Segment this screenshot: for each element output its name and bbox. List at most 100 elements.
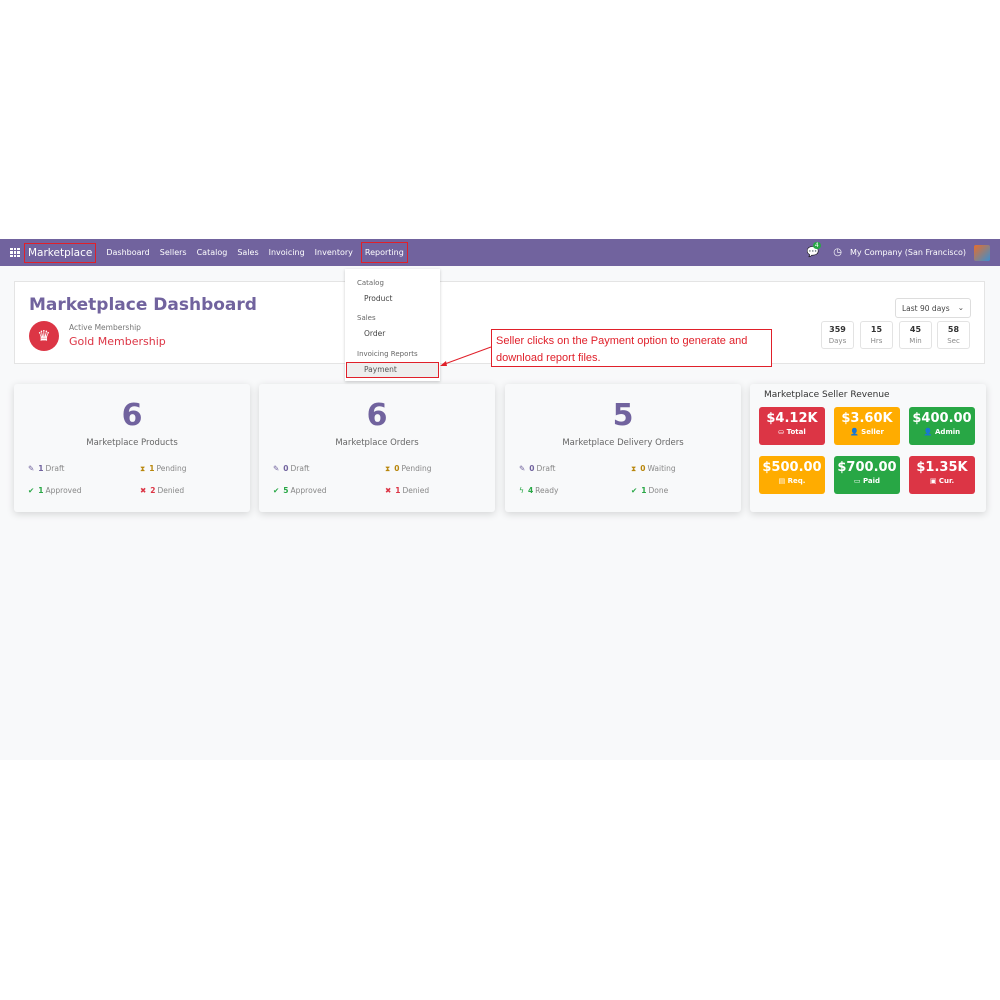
app-brand[interactable]: Marketplace bbox=[24, 242, 97, 263]
countdown-unit: Hrs bbox=[870, 337, 883, 345]
check-circle-icon: ✔ bbox=[631, 486, 638, 495]
countdown-hours: 15 Hrs bbox=[860, 321, 893, 349]
nav-invoicing[interactable]: Invoicing bbox=[268, 248, 305, 257]
stat-card[interactable]: 6 Marketplace Orders ✎ 0 Draft ⧗ 0 Pending ✔ 5 App… bbox=[259, 384, 495, 512]
revenue-tile[interactable]: $400.00 👤 Admin bbox=[909, 407, 975, 445]
stat-item[interactable]: ⧗ 0 Pending bbox=[385, 464, 431, 474]
crown-icon: ♛ bbox=[29, 321, 59, 351]
menu-item-order[interactable]: Order bbox=[364, 329, 386, 338]
revenue-tile[interactable]: $1.35K ▣ Cur. bbox=[909, 456, 975, 494]
hourglass-icon: ⧗ bbox=[385, 464, 391, 473]
file-icon: ▤ bbox=[778, 477, 786, 485]
stat-card[interactable]: 5 Marketplace Delivery Orders ✎ 0 Draft ⧗ 0 Wai… bbox=[505, 384, 741, 512]
stat-item[interactable]: ✖ 2 Denied bbox=[140, 486, 184, 495]
stat-label: Approved bbox=[290, 486, 327, 495]
hand-money-icon: ⛀ bbox=[778, 428, 785, 436]
revenue-tile[interactable]: $3.60K 👤 Seller bbox=[834, 407, 900, 445]
reporting-dropdown: Catalog Product Sales Order Invoicing Re… bbox=[345, 269, 440, 381]
dropdown-header-catalog: Catalog bbox=[357, 279, 384, 287]
company-switcher[interactable]: My Company (San Francisco) bbox=[850, 248, 966, 257]
stat-item[interactable]: ✔ 1 Approved bbox=[28, 486, 82, 495]
period-select[interactable]: Last 90 days ⌄ bbox=[895, 298, 971, 318]
stat-item[interactable]: ✔ 1 Done bbox=[631, 486, 668, 495]
revenue-value: $500.00 bbox=[762, 460, 822, 475]
edit-icon: ✎ bbox=[519, 464, 526, 473]
stat-label: Draft bbox=[536, 464, 556, 473]
card-label: Marketplace Delivery Orders bbox=[562, 438, 684, 448]
revenue-tile[interactable]: $500.00 ▤ Req. bbox=[759, 456, 825, 494]
dropdown-header-invoicing: Invoicing Reports bbox=[357, 350, 418, 358]
nav-inventory[interactable]: Inventory bbox=[314, 248, 353, 257]
stat-item[interactable]: ⧗ 0 Waiting bbox=[631, 464, 676, 474]
revenue-label: Req. bbox=[787, 477, 806, 485]
stat-item[interactable]: ϟ 4 Ready bbox=[519, 486, 558, 495]
card-label: Marketplace Products bbox=[86, 438, 178, 448]
stat-item[interactable]: ✔ 5 Approved bbox=[273, 486, 327, 495]
chevron-down-icon: ⌄ bbox=[957, 303, 964, 312]
stat-count: 1 bbox=[38, 464, 44, 473]
countdown-unit: Sec bbox=[947, 337, 960, 345]
chat-count-badge: 4 bbox=[812, 242, 821, 249]
annotation-callout: Seller clicks on the Payment option to g… bbox=[491, 329, 772, 367]
stat-label: Denied bbox=[402, 486, 430, 495]
check-circle-icon: ✔ bbox=[28, 486, 35, 495]
nav-reporting[interactable]: Reporting bbox=[360, 242, 408, 263]
times-circle-icon: ✖ bbox=[140, 486, 147, 495]
dropdown-header-sales: Sales bbox=[357, 314, 376, 322]
countdown-value: 45 bbox=[909, 325, 922, 334]
stat-count: 1 bbox=[641, 486, 647, 495]
nav-sales[interactable]: Sales bbox=[237, 248, 259, 257]
nav-sellers[interactable]: Sellers bbox=[159, 248, 187, 257]
revenue-label: Seller bbox=[861, 428, 884, 436]
nav-dashboard[interactable]: Dashboard bbox=[106, 248, 150, 257]
hourglass-icon: ⧗ bbox=[140, 464, 146, 473]
stat-item[interactable]: ✎ 0 Draft bbox=[273, 464, 309, 473]
revenue-label: Total bbox=[786, 428, 806, 436]
stat-label: Draft bbox=[45, 464, 65, 473]
card-count: 6 bbox=[121, 398, 143, 433]
countdown-unit: Min bbox=[909, 337, 922, 345]
menu-item-payment[interactable]: Payment bbox=[346, 362, 439, 378]
countdown-seconds: 58 Sec bbox=[937, 321, 970, 349]
apps-menu-icon[interactable] bbox=[10, 247, 20, 258]
seller-revenue-card: Marketplace Seller Revenue $4.12K ⛀ Total… bbox=[750, 384, 986, 512]
avatar[interactable] bbox=[974, 244, 990, 261]
stat-item[interactable]: ⧗ 1 Pending bbox=[140, 464, 186, 474]
countdown-minutes: 45 Min bbox=[899, 321, 932, 349]
period-value: Last 90 days bbox=[902, 304, 950, 313]
stat-label: Draft bbox=[290, 464, 310, 473]
card-count: 5 bbox=[612, 398, 634, 433]
stat-item[interactable]: ✖ 1 Denied bbox=[385, 486, 429, 495]
nav-catalog[interactable]: Catalog bbox=[196, 248, 228, 257]
stat-label: Denied bbox=[157, 486, 185, 495]
bolt-icon: ϟ bbox=[519, 486, 524, 495]
revenue-label: Cur. bbox=[938, 477, 955, 485]
menu-item-product[interactable]: Product bbox=[364, 294, 393, 303]
revenue-title: Marketplace Seller Revenue bbox=[764, 390, 890, 400]
user-icon: 👤 bbox=[850, 428, 859, 436]
membership-label: Active Membership bbox=[69, 323, 141, 332]
stat-label: Done bbox=[648, 486, 669, 495]
stat-count: 5 bbox=[283, 486, 289, 495]
revenue-tile[interactable]: $4.12K ⛀ Total bbox=[759, 407, 825, 445]
stat-label: Ready bbox=[535, 486, 559, 495]
clock-icon[interactable]: ◷ bbox=[833, 247, 843, 258]
revenue-tile[interactable]: $700.00 ▭ Paid bbox=[834, 456, 900, 494]
revenue-label: Paid bbox=[862, 477, 881, 485]
stat-count: 0 bbox=[394, 464, 400, 473]
user-icon: 👤 bbox=[923, 428, 933, 436]
countdown-value: 15 bbox=[870, 325, 883, 334]
stat-count: 1 bbox=[149, 464, 155, 473]
stat-label: Waiting bbox=[647, 464, 676, 473]
stat-item[interactable]: ✎ 0 Draft bbox=[519, 464, 555, 473]
chat-icon[interactable]: 💬 4 bbox=[806, 242, 821, 258]
stat-label: Approved bbox=[45, 486, 82, 495]
countdown-unit: Days bbox=[828, 337, 847, 345]
stat-item[interactable]: ✎ 1 Draft bbox=[28, 464, 64, 473]
money-bill-icon: ▭ bbox=[853, 477, 861, 485]
stat-count: 4 bbox=[527, 486, 534, 495]
revenue-label: Admin bbox=[935, 428, 961, 436]
stat-count: 0 bbox=[640, 464, 646, 473]
stat-card[interactable]: 6 Marketplace Products ✎ 1 Draft ⧗ 1 Pending ✔ 1 A… bbox=[14, 384, 250, 512]
card-label: Marketplace Orders bbox=[335, 438, 419, 448]
